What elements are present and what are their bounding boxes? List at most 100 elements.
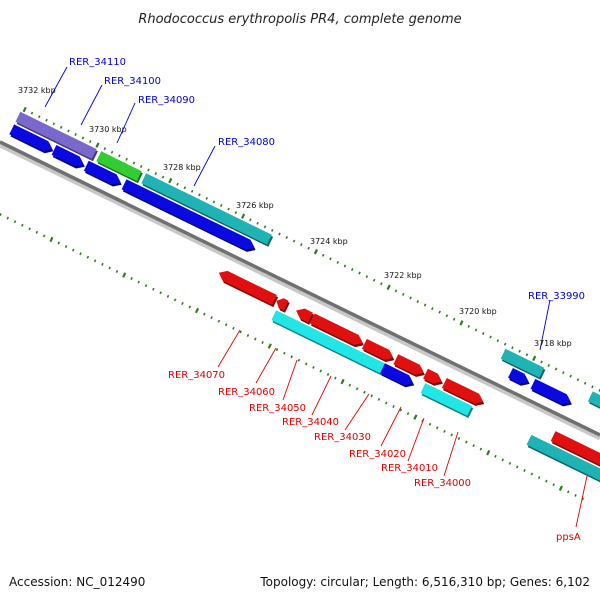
tick-mark [278, 232, 281, 236]
gene-label-bottom: RER_34030 [314, 432, 371, 443]
gene-label-bottom: RER_34060 [218, 387, 275, 398]
gene-feature [526, 434, 600, 481]
leader-line [311, 375, 332, 416]
tick-mark [545, 479, 548, 483]
tick-mark [64, 245, 68, 249]
kbp-label: 3730 kbp [89, 125, 127, 134]
gene-label-top: RER_34080 [218, 137, 275, 148]
tick-mark [132, 161, 136, 165]
tick-mark [569, 374, 572, 378]
tick-mark [130, 277, 133, 281]
tick-mark [321, 253, 325, 257]
gene-feature [218, 270, 277, 305]
gene-feature [362, 338, 394, 360]
gene-feature [508, 368, 529, 384]
tick-mark [443, 429, 446, 433]
tick-mark [591, 385, 594, 389]
tick-mark [292, 239, 296, 243]
tick-mark [81, 136, 85, 140]
tick-mark [401, 292, 405, 296]
tick-mark [108, 266, 111, 270]
kbp-label: 3720 kbp [459, 307, 497, 316]
tick-mark [566, 490, 570, 494]
gene-label-top: RER_34090 [138, 95, 195, 106]
tick-mark [297, 358, 301, 362]
kbp-label: 3722 kbp [384, 271, 422, 280]
gene-label-bottom: RER_34070 [168, 370, 225, 381]
tick-mark [501, 458, 505, 462]
gene-feature [380, 363, 413, 386]
tick-mark [212, 200, 216, 204]
tick-mark [22, 106, 27, 113]
gene-label-bottom: RER_34000 [414, 478, 471, 489]
tick-mark [562, 371, 565, 375]
tick-mark [45, 118, 48, 122]
tick-mark [13, 220, 17, 224]
tick-mark [472, 444, 475, 448]
tick-mark [399, 408, 403, 412]
tick-mark [508, 461, 512, 465]
tick-mark [194, 307, 200, 314]
tick-mark [71, 248, 75, 252]
tick-mark [530, 472, 534, 476]
kbp-labels: 3732 kbp 3730 kbp 3728 kbp 3726 kbp 3724… [18, 86, 572, 348]
tick-mark [30, 111, 34, 115]
gene-feature [423, 368, 442, 384]
kbp-label: 3728 kbp [163, 163, 201, 172]
tick-mark [413, 414, 418, 420]
tick-mark [285, 236, 289, 239]
tick-mark [540, 360, 543, 364]
tick-mark [67, 129, 70, 133]
tick-mark [203, 312, 206, 316]
leader-line [44, 66, 68, 108]
tick-mark [313, 249, 318, 255]
tick-mark [86, 255, 90, 259]
gene-feature [141, 173, 272, 245]
tick-mark [532, 355, 537, 362]
tick-mark [115, 269, 119, 273]
tick-mark [110, 150, 114, 154]
tick-mark [363, 390, 366, 394]
tick-mark [428, 422, 432, 426]
tick-mark [377, 397, 381, 401]
tick-mark [554, 367, 558, 371]
tick-mark [219, 204, 223, 208]
tick-mark [122, 272, 127, 278]
gene-feature [15, 111, 97, 159]
tick-mark [581, 497, 585, 501]
tick-mark [173, 298, 177, 302]
leader-line [116, 102, 136, 144]
tick-mark [166, 294, 170, 298]
tick-mark [465, 440, 468, 444]
top-leaders [44, 66, 551, 351]
tick-mark [489, 335, 492, 339]
tick-mark [574, 493, 577, 497]
tick-mark [503, 342, 507, 346]
tick-mark [486, 450, 491, 456]
tick-mark [450, 433, 454, 437]
tick-mark [188, 305, 192, 309]
tick-mark [59, 125, 63, 129]
kbp-label: 3726 kbp [236, 201, 274, 210]
tick-mark [494, 454, 497, 458]
tick-mark [42, 234, 46, 238]
tick-mark [234, 211, 238, 215]
leader-line [80, 84, 103, 126]
tick-mark [358, 271, 361, 275]
tick-mark [35, 230, 39, 234]
leader-line [443, 431, 459, 477]
map-title: Rhodococcus erythropolis PR4, complete g… [138, 12, 461, 27]
tick-mark [459, 320, 464, 326]
tick-mark [386, 284, 391, 290]
tick-mark [334, 376, 337, 380]
leader-line [193, 145, 216, 187]
tick-mark [101, 262, 104, 266]
tick-mark [365, 275, 369, 279]
kbp-label: 3718 kbp [534, 339, 572, 348]
tick-mark [267, 343, 272, 349]
tick-mark [137, 280, 141, 284]
tick-mark [406, 412, 410, 416]
tick-mark [329, 257, 332, 261]
tick-mark [558, 485, 563, 491]
tick-mark [57, 241, 61, 245]
